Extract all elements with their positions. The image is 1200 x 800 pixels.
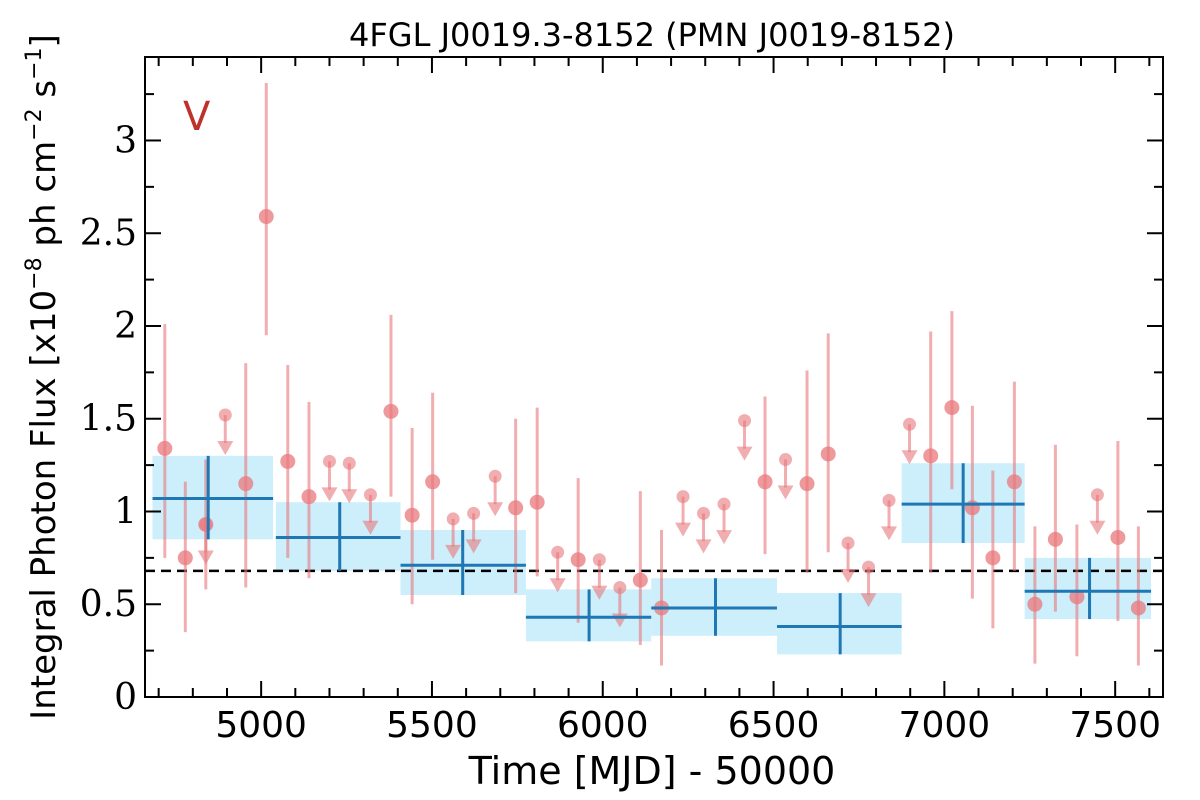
flux-point	[923, 448, 939, 464]
x-tick-label: 7500	[1069, 705, 1161, 746]
upper-limit-marker	[717, 497, 731, 511]
axes: 0 0.5 1 1.5 2 2.5 3 5000 5500 6000 6500 7000 7500	[80, 57, 1163, 746]
upper-limit-arrow	[881, 526, 898, 541]
flux-point	[820, 446, 836, 462]
flux-point	[1069, 589, 1085, 605]
flux-point	[508, 500, 524, 516]
upper-limit-marker	[676, 490, 690, 504]
upper-limit-arrow	[341, 489, 358, 504]
upper-limit-arrow	[675, 522, 692, 537]
bin-error-band	[1024, 557, 1152, 620]
flux-point	[1047, 531, 1063, 547]
flux-point	[570, 552, 586, 568]
y-label-text: ]	[24, 34, 64, 47]
x-tick-label: 5000	[215, 705, 307, 746]
upper-limit-arrow	[487, 502, 504, 517]
upper-limit-arrow	[695, 539, 712, 554]
flux-point	[1110, 529, 1126, 545]
y-label-exponent: −2	[22, 108, 47, 140]
flux-point	[177, 550, 193, 566]
flux-point	[944, 400, 960, 416]
upper-limit-marker	[488, 469, 502, 483]
flux-point	[1027, 596, 1043, 612]
y-tick-label: 0	[114, 677, 137, 718]
x-tick-label: 6000	[557, 705, 649, 746]
upper-limit-arrow	[321, 487, 338, 502]
y-tick-label: 2.5	[80, 213, 137, 254]
y-tick-label: 0.5	[80, 584, 137, 625]
upper-limit-arrow	[860, 593, 877, 608]
y-tick-label: 2	[114, 306, 137, 347]
flux-point	[1130, 600, 1146, 616]
flux-point	[985, 550, 1001, 566]
upper-limit-arrow	[716, 530, 733, 545]
upper-limit-marker	[738, 414, 752, 428]
flux-point	[258, 209, 274, 225]
flux-point	[964, 500, 980, 516]
upper-limit-marker	[903, 417, 917, 431]
flux-point	[157, 440, 173, 456]
upper-limit-marker	[613, 581, 627, 595]
flux-point	[280, 453, 296, 469]
upper-limit-marker	[551, 545, 565, 559]
upper-limit-arrow	[445, 544, 462, 559]
x-tick-label: 7000	[899, 705, 991, 746]
upper-limit-marker	[322, 454, 336, 468]
flux-point	[198, 516, 214, 532]
upper-limit-arrow	[549, 578, 566, 593]
chart-title: 4FGL J0019.3-8152 (PMN J0019-8152)	[349, 16, 955, 54]
upper-limit-arrow	[1089, 520, 1106, 535]
flux-point	[632, 572, 648, 588]
upper-limit-arrow	[901, 450, 918, 465]
upper-limit-arrow	[362, 520, 379, 535]
upper-limit-marker	[218, 408, 232, 422]
flux-point	[301, 489, 317, 505]
plot-frame	[144, 56, 1164, 698]
upper-limit-marker	[697, 506, 711, 520]
flux-point	[799, 476, 815, 492]
upper-limit-marker	[862, 560, 876, 574]
upper-limit-marker	[363, 488, 377, 502]
y-label-exponent: −8	[22, 257, 47, 289]
upper-limit-marker	[446, 512, 460, 526]
y-label-exponent: −1	[22, 47, 47, 79]
y-label-text: Integral Photon Flux [x10	[24, 290, 64, 720]
y-tick-label: 3	[114, 120, 137, 161]
upper-limit-marker	[841, 536, 855, 550]
x-axis-label: Time [MJD] - 50000	[468, 749, 836, 793]
upper-limit-arrow	[840, 569, 857, 584]
plot-area	[145, 82, 1163, 666]
variability-flag: V	[183, 94, 211, 140]
y-tick-label: 1.5	[80, 399, 137, 440]
upper-limit-marker	[779, 453, 793, 467]
flux-point	[404, 507, 420, 523]
upper-limit-marker	[467, 506, 481, 520]
x-tick-label: 6500	[728, 705, 820, 746]
upper-limit-marker	[592, 553, 606, 567]
upper-limit-arrow	[465, 539, 482, 554]
flux-point	[425, 474, 441, 490]
upper-limit-arrow	[777, 485, 794, 500]
upper-limit-arrow	[591, 585, 608, 600]
x-tick-label: 5500	[386, 705, 478, 746]
flux-point	[529, 494, 545, 510]
flux-point	[1006, 474, 1022, 490]
flux-point	[383, 403, 399, 419]
y-tick-label: 1	[114, 491, 137, 532]
upper-limit-arrow	[736, 446, 753, 461]
upper-limit-marker	[882, 493, 896, 507]
upper-limit-marker	[1090, 488, 1104, 502]
y-label-text: s	[24, 80, 64, 109]
upper-limit-marker	[342, 456, 356, 470]
upper-limit-arrow	[217, 441, 234, 456]
y-label-text: ph cm	[24, 141, 64, 258]
y-axis-label: Integral Photon Flux [x10−8 ph cm−2 s−1]	[22, 34, 64, 720]
flux-point	[238, 476, 254, 492]
flux-point	[757, 474, 773, 490]
